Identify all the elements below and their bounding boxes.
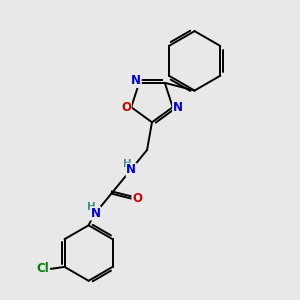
Text: N: N xyxy=(173,101,183,114)
Text: O: O xyxy=(132,192,142,205)
Text: H: H xyxy=(87,202,96,212)
Text: N: N xyxy=(91,207,100,220)
Text: O: O xyxy=(121,101,131,114)
Text: N: N xyxy=(131,74,141,87)
Text: Cl: Cl xyxy=(36,262,49,275)
Text: H: H xyxy=(123,159,132,169)
Text: N: N xyxy=(126,163,136,176)
